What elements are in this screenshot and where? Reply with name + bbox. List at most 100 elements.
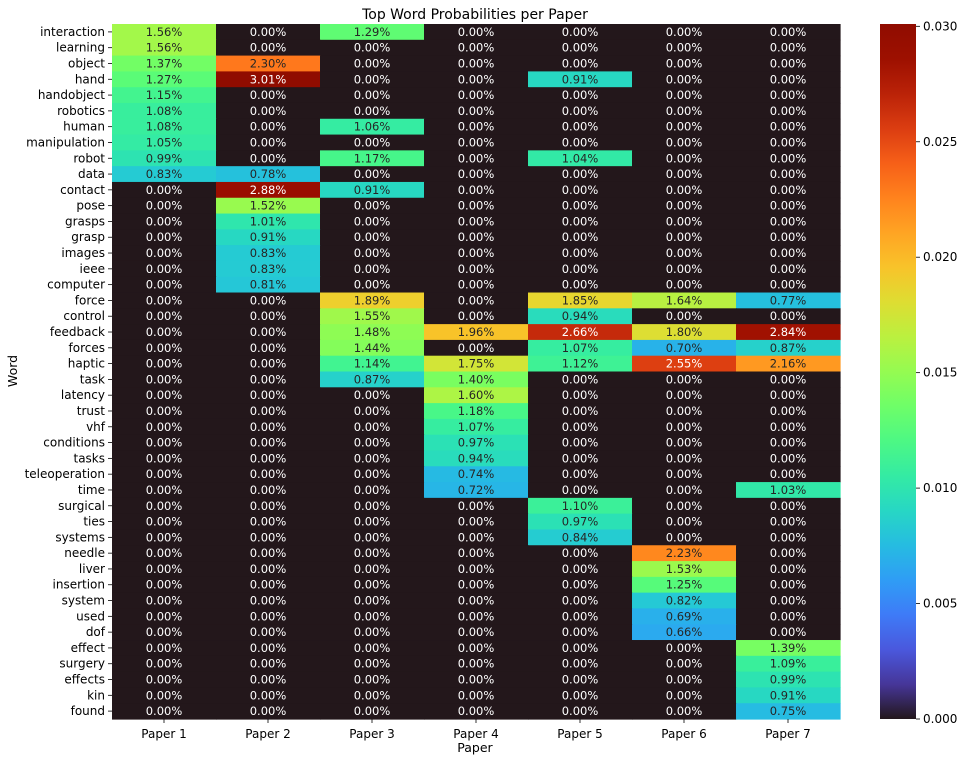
cell-value-label: 0.00% xyxy=(666,88,703,102)
heatmap-cell xyxy=(320,213,425,230)
heatmap-cell xyxy=(632,229,737,246)
heatmap-cell xyxy=(528,497,633,515)
heatmap-cell xyxy=(424,71,529,88)
heatmap-cell xyxy=(736,134,841,151)
heatmap-cell xyxy=(632,213,737,230)
x-tick-label: Paper 2 xyxy=(245,727,290,741)
cell-value-label: 1.09% xyxy=(770,657,807,671)
heatmap-cell xyxy=(736,339,841,357)
heatmap-cell xyxy=(528,245,633,262)
heatmap-cell xyxy=(528,87,633,104)
cell-value-label: 0.00% xyxy=(146,641,183,655)
heatmap-cell xyxy=(216,624,321,641)
heatmap-cell xyxy=(528,260,633,278)
heatmap-cell xyxy=(736,118,841,136)
heatmap-cell xyxy=(216,24,321,41)
y-tick-label: systems xyxy=(55,530,105,544)
heatmap-cell xyxy=(632,197,737,215)
cell-value-label: 1.27% xyxy=(146,72,183,86)
cell-value-label: 1.53% xyxy=(666,562,703,576)
cell-value-label: 0.00% xyxy=(146,278,183,292)
cell-value-label: 0.00% xyxy=(458,688,495,702)
heatmap-cell xyxy=(736,497,841,515)
y-tick-label: task xyxy=(80,372,105,386)
heatmap-cell xyxy=(216,482,321,499)
cell-value-label: 0.00% xyxy=(458,578,495,592)
heatmap-cell xyxy=(216,324,321,341)
cell-value-label: 0.00% xyxy=(354,246,391,260)
heatmap-cell xyxy=(112,308,217,325)
cell-value-label: 1.07% xyxy=(458,420,495,434)
heatmap-cell xyxy=(424,24,529,41)
cell-value-label: 0.00% xyxy=(562,467,599,481)
heatmap-cell xyxy=(112,513,217,531)
colorbar-tick-label: 0.010 xyxy=(923,481,957,495)
heatmap-cell xyxy=(632,418,737,436)
cell-value-label: 0.00% xyxy=(666,499,703,513)
heatmap-cell xyxy=(632,308,737,325)
heatmap-cell xyxy=(424,102,529,120)
heatmap-cell xyxy=(320,450,425,467)
cell-value-label: 0.00% xyxy=(770,41,807,55)
heatmap-cell xyxy=(632,576,737,594)
heatmap-cell xyxy=(632,592,737,610)
cell-value-label: 0.00% xyxy=(458,135,495,149)
heatmap-cell xyxy=(216,545,321,562)
cell-value-label: 1.08% xyxy=(146,104,183,118)
heatmap-cell xyxy=(528,608,633,625)
heatmap-cell xyxy=(632,687,737,704)
heatmap-cell xyxy=(528,655,633,673)
cell-value-label: 0.00% xyxy=(146,467,183,481)
heatmap-cell xyxy=(528,102,633,120)
heatmap-cell xyxy=(424,276,529,294)
heatmap-cell xyxy=(320,181,425,199)
heatmap-cell xyxy=(528,624,633,641)
heatmap-cell xyxy=(632,339,737,357)
colorbar-tick-label: 0.000 xyxy=(923,712,957,726)
cell-value-label: 0.00% xyxy=(770,25,807,39)
heatmap-cell xyxy=(424,197,529,215)
y-tick-label: used xyxy=(76,609,105,623)
cell-value-label: 0.00% xyxy=(770,120,807,134)
heatmap-cell xyxy=(112,197,217,215)
heatmap-cell xyxy=(216,102,321,120)
cell-value-label: 0.00% xyxy=(354,641,391,655)
heatmap-cell xyxy=(632,245,737,262)
cell-value-label: 0.00% xyxy=(458,199,495,213)
heatmap-cell xyxy=(216,260,321,278)
heatmap-cell xyxy=(632,703,737,720)
heatmap-cell xyxy=(632,608,737,625)
heatmap-cell xyxy=(528,529,633,546)
cell-value-label: 0.00% xyxy=(458,704,495,718)
y-tick-label: control xyxy=(63,309,105,323)
heatmap-cell xyxy=(216,529,321,546)
heatmap-cell xyxy=(528,150,633,167)
colorbar-tick-label: 0.020 xyxy=(923,250,957,264)
heatmap-cell xyxy=(736,434,841,452)
cell-value-label: 0.00% xyxy=(562,167,599,181)
cell-value-label: 0.00% xyxy=(562,372,599,386)
heatmap-cell xyxy=(112,434,217,452)
x-tick-label: Paper 4 xyxy=(453,727,498,741)
cell-value-label: 0.00% xyxy=(354,404,391,418)
heatmap-cell xyxy=(216,276,321,294)
cell-value-label: 1.37% xyxy=(146,56,183,70)
heatmap-cell xyxy=(216,387,321,404)
heatmap-cell xyxy=(320,308,425,325)
heatmap-cell xyxy=(424,403,529,420)
y-tick-label: forces xyxy=(69,341,105,355)
heatmap-cell xyxy=(320,371,425,388)
cell-value-label: 0.00% xyxy=(666,104,703,118)
heatmap-cell xyxy=(112,387,217,404)
cell-value-label: 0.77% xyxy=(770,293,807,307)
heatmap-cell xyxy=(736,292,841,309)
cell-value-label: 0.00% xyxy=(770,515,807,529)
heatmap-cell xyxy=(216,497,321,515)
y-tick-label: dof xyxy=(86,625,106,639)
heatmap-cell xyxy=(528,466,633,483)
cell-value-label: 0.75% xyxy=(770,704,807,718)
heatmap-cell xyxy=(424,213,529,230)
cell-value-label: 0.00% xyxy=(354,230,391,244)
heatmap-cell xyxy=(632,529,737,546)
heatmap-cell xyxy=(320,529,425,546)
